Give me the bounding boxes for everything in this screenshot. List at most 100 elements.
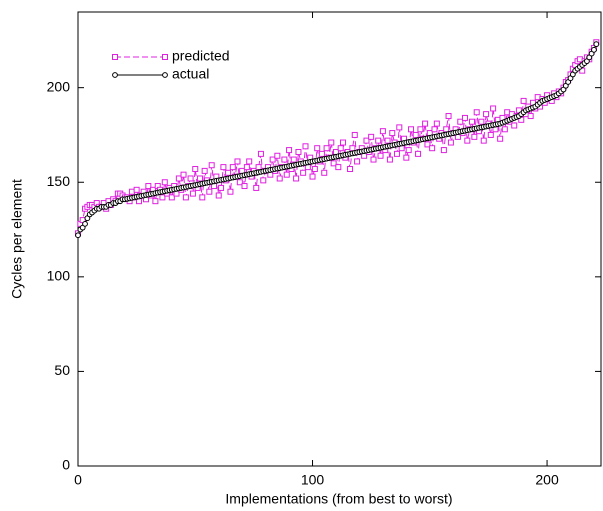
data-point <box>300 169 307 176</box>
legend-marker <box>162 54 168 60</box>
data-point <box>445 113 452 120</box>
legend-marker <box>112 54 118 60</box>
data-point <box>243 164 250 171</box>
data-point <box>328 139 335 146</box>
data-point <box>225 169 232 176</box>
data-point <box>447 139 454 146</box>
data-point <box>511 122 518 129</box>
data-point <box>377 152 384 159</box>
data-point <box>497 135 504 142</box>
data-point <box>255 164 262 171</box>
data-point <box>471 133 478 140</box>
data-point <box>379 128 386 135</box>
data-point <box>192 166 199 173</box>
data-point <box>363 137 370 144</box>
series-line <box>77 42 597 234</box>
data-point <box>487 131 494 138</box>
data-point <box>323 145 330 152</box>
data-point <box>257 150 264 157</box>
data-point <box>302 143 309 150</box>
data-point <box>347 166 354 173</box>
legend-marker <box>112 72 118 78</box>
y-axis-label: Cycles per element <box>9 179 25 299</box>
data-point <box>340 139 347 146</box>
data-point <box>253 184 260 191</box>
data-point <box>337 145 344 152</box>
data-point <box>384 137 391 144</box>
data-point <box>443 126 450 133</box>
data-point <box>286 147 293 154</box>
data-point <box>431 126 438 133</box>
data-point <box>440 147 447 154</box>
data-point <box>168 194 175 201</box>
legend-label: actual <box>172 66 209 82</box>
x-tick-label: 0 <box>74 472 82 488</box>
data-point <box>229 164 236 171</box>
data-point <box>208 162 215 169</box>
data-point <box>520 97 527 104</box>
x-tick-label: 200 <box>535 472 559 488</box>
data-point <box>133 186 140 193</box>
data-point <box>412 131 419 138</box>
data-point <box>82 220 88 227</box>
data-point <box>215 192 222 199</box>
data-point <box>227 188 234 195</box>
data-point <box>189 190 196 197</box>
data-point <box>335 164 342 171</box>
data-point <box>161 179 168 186</box>
data-point <box>375 137 382 144</box>
data-point <box>408 126 415 133</box>
data-point <box>321 169 328 176</box>
data-point <box>283 171 290 178</box>
data-point <box>483 111 490 118</box>
data-point <box>75 232 81 239</box>
data-point <box>295 148 302 155</box>
data-point <box>422 120 429 127</box>
plot-frame <box>77 11 602 467</box>
data-point <box>311 166 318 173</box>
data-point <box>220 164 227 171</box>
data-point <box>246 158 253 165</box>
data-point <box>236 179 243 186</box>
data-point <box>386 156 393 163</box>
data-point <box>403 154 410 161</box>
x-axis-label: Implementations (from best to worst) <box>225 491 452 507</box>
data-point <box>206 188 213 195</box>
y-tick-label: 0 <box>62 457 70 473</box>
data-point <box>354 158 361 165</box>
data-point <box>293 175 300 182</box>
data-point <box>429 145 436 152</box>
data-point <box>433 120 440 127</box>
data-point <box>199 194 206 201</box>
data-point <box>309 173 316 180</box>
data-point <box>159 194 166 201</box>
data-point <box>464 137 471 144</box>
data-point <box>281 156 288 163</box>
legend-marker <box>162 72 168 78</box>
data-point <box>480 137 487 144</box>
data-point <box>241 183 248 190</box>
data-point <box>393 150 400 157</box>
y-tick-label: 100 <box>47 268 71 284</box>
data-point <box>187 175 194 182</box>
x-tick-label: 100 <box>301 472 325 488</box>
data-point <box>314 145 321 152</box>
data-point <box>269 156 276 163</box>
data-point <box>145 183 152 190</box>
data-point <box>196 175 203 182</box>
data-point <box>276 175 283 182</box>
data-point <box>370 156 377 163</box>
data-point <box>501 126 508 133</box>
data-point <box>180 171 187 178</box>
data-point <box>201 167 208 174</box>
data-point <box>591 46 597 53</box>
data-point <box>330 160 337 167</box>
data-point <box>461 114 468 121</box>
data-point <box>274 152 281 159</box>
data-point <box>457 118 464 125</box>
data-point <box>290 156 297 163</box>
y-tick-label: 50 <box>54 362 70 378</box>
data-point <box>218 184 225 191</box>
data-point <box>527 113 534 120</box>
series-line <box>77 43 597 236</box>
